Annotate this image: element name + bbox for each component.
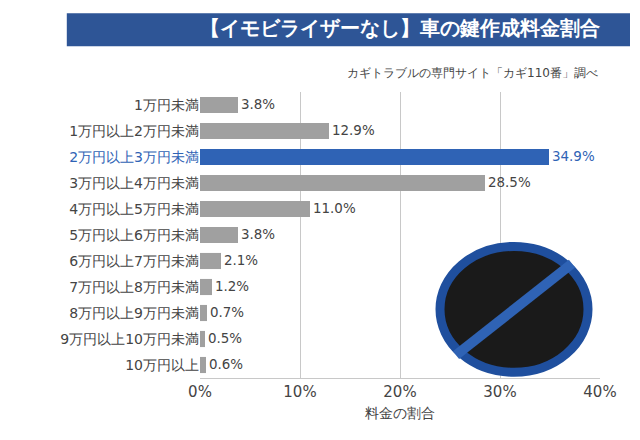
svg-text:34.9%: 34.9% — [552, 149, 595, 164]
svg-text:12.9%: 12.9% — [332, 123, 375, 138]
svg-text:5万円以上6万円未満: 5万円以上6万円未満 — [69, 227, 199, 243]
svg-text:10%: 10% — [283, 383, 316, 401]
svg-text:6万円以上7万円未満: 6万円以上7万円未満 — [69, 253, 199, 269]
svg-text:3.8%: 3.8% — [241, 227, 275, 242]
svg-text:【イモビライザーなし】車の鍵作成料金割合: 【イモビライザーなし】車の鍵作成料金割合 — [200, 16, 600, 40]
svg-text:4万円以上5万円未満: 4万円以上5万円未満 — [69, 201, 199, 217]
svg-text:カギトラブルの専門サイト「カギ110番」調べ: カギトラブルの専門サイト「カギ110番」調べ — [347, 66, 598, 80]
svg-text:11.0%: 11.0% — [313, 201, 356, 216]
svg-text:8万円以上9万円未満: 8万円以上9万円未満 — [69, 305, 199, 321]
svg-text:0.6%: 0.6% — [209, 357, 243, 372]
svg-text:1万円未満: 1万円未満 — [134, 97, 199, 113]
svg-text:7万円以上8万円未満: 7万円以上8万円未満 — [69, 279, 199, 295]
svg-text:0.5%: 0.5% — [208, 331, 242, 346]
svg-text:0.7%: 0.7% — [210, 305, 244, 320]
svg-text:1.2%: 1.2% — [215, 279, 249, 294]
svg-text:料金の割合: 料金の割合 — [365, 405, 435, 421]
svg-text:28.5%: 28.5% — [488, 175, 531, 190]
svg-text:9万円以上10万円未満: 9万円以上10万円未満 — [60, 331, 199, 347]
svg-text:30%: 30% — [483, 383, 516, 401]
svg-text:2.1%: 2.1% — [224, 253, 258, 268]
svg-text:2万円以上3万円未満: 2万円以上3万円未満 — [69, 149, 199, 165]
svg-text:0%: 0% — [188, 383, 212, 401]
svg-text:3.8%: 3.8% — [241, 97, 275, 112]
svg-text:20%: 20% — [383, 383, 416, 401]
svg-text:3万円以上4万円未満: 3万円以上4万円未満 — [69, 175, 199, 191]
svg-text:10万円以上: 10万円以上 — [125, 357, 199, 373]
svg-text:40%: 40% — [583, 383, 616, 401]
svg-text:1万円以上2万円未満: 1万円以上2万円未満 — [69, 123, 199, 139]
